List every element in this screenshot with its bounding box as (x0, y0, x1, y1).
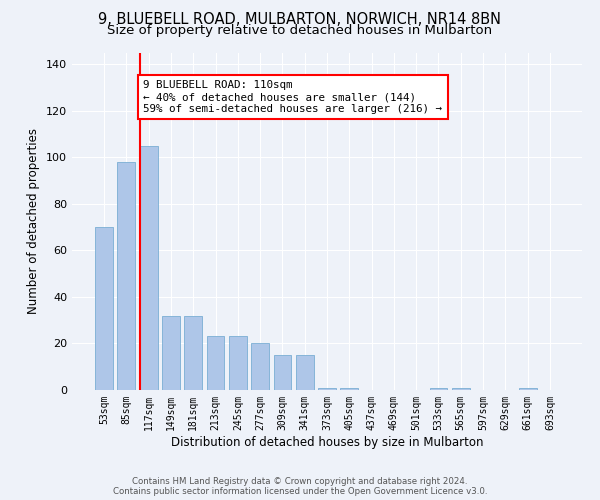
Bar (206, 336, 224, 390)
Bar (184, 316, 202, 390)
Bar (118, 162, 136, 390)
Bar (229, 336, 247, 390)
Text: Size of property relative to detached houses in Mulbarton: Size of property relative to detached ho… (107, 24, 493, 37)
Bar (318, 388, 336, 390)
Bar (518, 388, 536, 390)
Bar (162, 316, 180, 390)
Bar (340, 388, 358, 390)
Bar (274, 355, 292, 390)
Bar (452, 388, 470, 390)
Bar (95, 227, 113, 390)
Y-axis label: Number of detached properties: Number of detached properties (28, 128, 40, 314)
Bar (430, 388, 448, 390)
Bar (251, 344, 269, 390)
Bar (296, 355, 314, 390)
X-axis label: Distribution of detached houses by size in Mulbarton: Distribution of detached houses by size … (171, 436, 483, 448)
Text: 9, BLUEBELL ROAD, MULBARTON, NORWICH, NR14 8BN: 9, BLUEBELL ROAD, MULBARTON, NORWICH, NR… (98, 12, 502, 26)
Text: 9 BLUEBELL ROAD: 110sqm
← 40% of detached houses are smaller (144)
59% of semi-d: 9 BLUEBELL ROAD: 110sqm ← 40% of detache… (143, 80, 442, 114)
Text: Contains HM Land Registry data © Crown copyright and database right 2024.
Contai: Contains HM Land Registry data © Crown c… (113, 476, 487, 496)
Bar (140, 146, 158, 390)
